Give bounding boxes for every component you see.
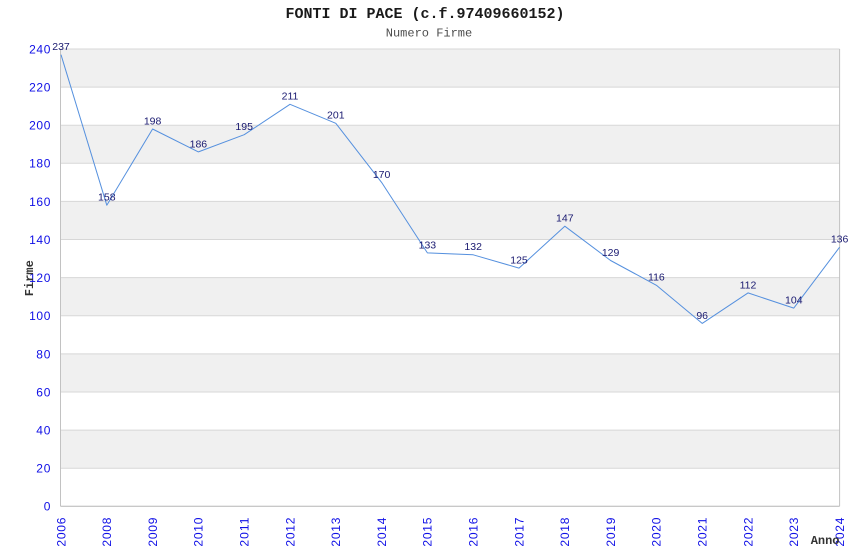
svg-text:Firme: Firme [23, 260, 37, 296]
svg-text:160: 160 [29, 195, 51, 209]
svg-text:198: 198 [144, 115, 162, 127]
svg-text:2012: 2012 [283, 517, 297, 546]
svg-text:2014: 2014 [375, 517, 389, 546]
svg-text:Anno: Anno [811, 534, 840, 548]
svg-text:132: 132 [464, 241, 482, 253]
svg-text:220: 220 [29, 81, 51, 95]
svg-text:125: 125 [510, 255, 528, 267]
svg-text:80: 80 [36, 347, 51, 361]
svg-text:237: 237 [52, 41, 70, 53]
svg-text:2024: 2024 [833, 517, 847, 546]
svg-text:136: 136 [831, 234, 849, 246]
svg-text:195: 195 [235, 121, 253, 133]
svg-text:2013: 2013 [329, 517, 343, 546]
svg-text:2020: 2020 [650, 517, 664, 546]
svg-text:2017: 2017 [512, 517, 526, 546]
svg-text:112: 112 [740, 279, 757, 291]
svg-text:2009: 2009 [146, 517, 160, 546]
svg-text:40: 40 [36, 424, 51, 438]
svg-text:116: 116 [648, 272, 665, 284]
svg-text:2008: 2008 [100, 517, 114, 546]
svg-text:2019: 2019 [604, 517, 618, 546]
svg-text:2011: 2011 [238, 517, 252, 546]
svg-text:20: 20 [36, 462, 51, 476]
svg-text:60: 60 [36, 385, 51, 399]
svg-text:129: 129 [602, 247, 620, 259]
svg-text:133: 133 [419, 239, 437, 251]
svg-text:2023: 2023 [787, 517, 801, 546]
svg-text:170: 170 [373, 169, 391, 181]
svg-text:140: 140 [29, 233, 51, 247]
svg-text:2018: 2018 [558, 517, 572, 546]
svg-text:158: 158 [98, 192, 116, 204]
svg-text:2006: 2006 [54, 517, 68, 546]
svg-text:0: 0 [44, 500, 51, 514]
svg-text:186: 186 [190, 138, 208, 150]
svg-text:Numero Firme: Numero Firme [386, 27, 472, 41]
svg-text:FONTI DI PACE (c.f.97409660152: FONTI DI PACE (c.f.97409660152) [285, 6, 564, 23]
svg-text:211: 211 [282, 91, 299, 103]
svg-text:200: 200 [29, 119, 51, 133]
svg-text:120: 120 [29, 271, 51, 285]
svg-text:100: 100 [29, 309, 51, 323]
svg-text:96: 96 [696, 310, 708, 322]
svg-text:180: 180 [29, 157, 51, 171]
svg-text:2015: 2015 [421, 517, 435, 546]
svg-text:240: 240 [29, 42, 51, 56]
svg-text:104: 104 [785, 295, 803, 307]
svg-text:2021: 2021 [696, 517, 710, 546]
svg-text:2022: 2022 [741, 517, 755, 546]
svg-text:2010: 2010 [192, 517, 206, 546]
svg-text:147: 147 [556, 213, 574, 225]
svg-text:2016: 2016 [467, 517, 481, 546]
svg-text:201: 201 [327, 110, 345, 122]
